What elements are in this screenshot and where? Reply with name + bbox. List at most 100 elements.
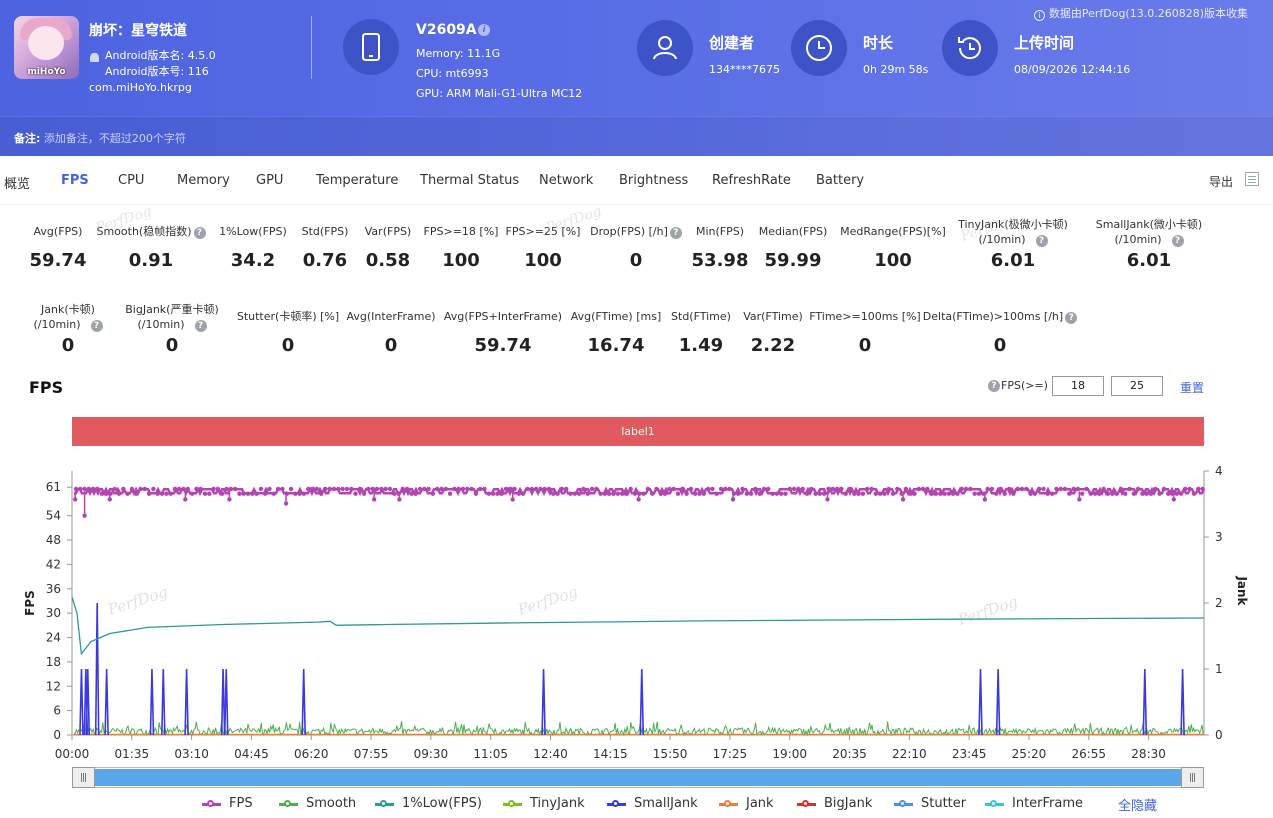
fps-point [512, 486, 517, 492]
metric-value: 59.99 [764, 250, 822, 271]
fps-point [912, 491, 917, 496]
fps-point [787, 486, 792, 492]
help-icon[interactable]: ? [669, 227, 682, 239]
fps-point [1135, 486, 1141, 492]
tab-refreshrate[interactable]: RefreshRate [712, 173, 791, 188]
tab-memory[interactable]: Memory [177, 173, 230, 188]
fps-point [1041, 486, 1046, 492]
smalljank-spike [541, 668, 546, 736]
fps-point [761, 486, 767, 492]
fps-point [189, 491, 195, 496]
hide-all-button[interactable]: 全隐藏 [1118, 799, 1158, 814]
threshold-label: FPS(>=) [1001, 379, 1048, 392]
remark-bar[interactable]: 备注: 添加备注，不超过200个字符 [0, 116, 1273, 156]
app-icon-label: miHoYo [27, 67, 66, 77]
legend-item[interactable]: TinyJank [503, 795, 613, 813]
help-icon[interactable]: ? [1065, 312, 1078, 324]
x-tick-label: 22:10 [892, 747, 927, 761]
time-range-slider[interactable] [72, 767, 1204, 788]
y-tick-label: 6 [53, 704, 61, 718]
x-tick-label: 06:20 [294, 747, 329, 761]
tab-fps[interactable]: FPS [61, 173, 89, 188]
fps-point [925, 486, 930, 492]
device-info-icon[interactable]: i [478, 24, 490, 36]
export-button[interactable]: 导出 [1208, 175, 1233, 189]
tab-battery[interactable]: Battery [816, 173, 865, 188]
legend-item[interactable]: SmallJank [607, 795, 717, 813]
export-icon[interactable] [1245, 172, 1259, 186]
fps-point [538, 486, 543, 492]
fps-point [1024, 486, 1029, 492]
legend-item[interactable]: FPS [202, 795, 312, 813]
reset-button[interactable]: 重置 [1180, 381, 1205, 395]
fps-point [1101, 486, 1106, 492]
fps-point [516, 491, 522, 496]
fps-point [680, 486, 685, 492]
fps-point [293, 491, 298, 496]
fps-point [877, 491, 883, 496]
metric-label: FPS>=18 [%] [423, 225, 499, 238]
fps-point [211, 486, 216, 492]
fps-point [73, 486, 79, 492]
fps-point [951, 491, 956, 496]
metric-value: 59.74 [29, 250, 87, 271]
smalljank-spike [978, 668, 983, 736]
fps-point [1019, 486, 1025, 492]
threshold-help-icon[interactable]: ? [988, 380, 1000, 392]
legend-label: Jank [746, 796, 774, 811]
slider-range[interactable] [85, 769, 1191, 786]
fps-point [783, 491, 788, 496]
tab-cpu[interactable]: CPU [118, 173, 145, 188]
x-tick-label: 26:55 [1071, 747, 1106, 761]
help-icon[interactable]: ? [194, 320, 207, 332]
tab-temperature[interactable]: Temperature [316, 173, 399, 188]
slider-left-handle[interactable] [72, 767, 95, 788]
fps-point [1011, 491, 1016, 496]
metric-label: Stutter(卡顿率) [%] [236, 310, 340, 323]
help-icon[interactable]: ? [1035, 235, 1048, 247]
fps-point [112, 486, 117, 492]
fps-point [697, 491, 702, 496]
legend-item[interactable]: Stutter [894, 795, 1004, 813]
tab-gpu[interactable]: GPU [256, 173, 284, 188]
legend-item[interactable]: Smooth [279, 795, 389, 813]
y2-axis-label: Jank [1235, 575, 1249, 606]
label-bar[interactable]: label1 [72, 417, 1204, 446]
tab-network[interactable]: Network [539, 173, 594, 188]
fps-point [366, 486, 371, 492]
fps-point [869, 486, 874, 492]
legend-swatch [375, 800, 394, 807]
metric-label: Var(FPS) [364, 225, 412, 238]
metric-value: 59.74 [474, 335, 532, 356]
y-tick-label: 18 [46, 655, 61, 669]
metric-value: 34.2 [230, 250, 276, 271]
legend-item[interactable]: Jank [719, 795, 829, 813]
slider-right-handle[interactable] [1181, 767, 1204, 788]
help-icon[interactable]: ? [193, 227, 206, 239]
tab-thermal-status[interactable]: Thermal Status [420, 173, 520, 188]
tab-overview[interactable]: 概览 [4, 177, 31, 192]
remark-input[interactable]: 添加备注，不超过200个字符 [43, 132, 186, 145]
metric-value: 0.76 [302, 250, 348, 271]
tab-brightness[interactable]: Brightness [619, 173, 689, 188]
fps-point [146, 491, 152, 496]
fps-point [1140, 491, 1145, 496]
duration-title: 时长 [863, 34, 894, 52]
fps-threshold-2-input[interactable]: 25 [1111, 376, 1163, 396]
fps-point [232, 486, 238, 492]
legend-item[interactable]: InterFrame [985, 795, 1095, 813]
metric-value: 0.58 [365, 250, 411, 271]
fps-threshold-1-input[interactable]: 18 [1052, 376, 1104, 396]
fps-point [241, 491, 246, 496]
metric-label: 1%Low(FPS) [219, 225, 287, 238]
fps-point [344, 486, 350, 492]
fps-point [748, 491, 754, 496]
fps-point [1187, 486, 1192, 492]
fps-point [1045, 491, 1051, 496]
help-icon[interactable]: ? [1171, 235, 1184, 247]
help-icon[interactable]: ? [90, 320, 103, 332]
legend-item[interactable]: 1%Low(FPS) [375, 795, 485, 813]
legend-item[interactable]: BigJank [797, 795, 907, 813]
fps-point [615, 491, 620, 496]
